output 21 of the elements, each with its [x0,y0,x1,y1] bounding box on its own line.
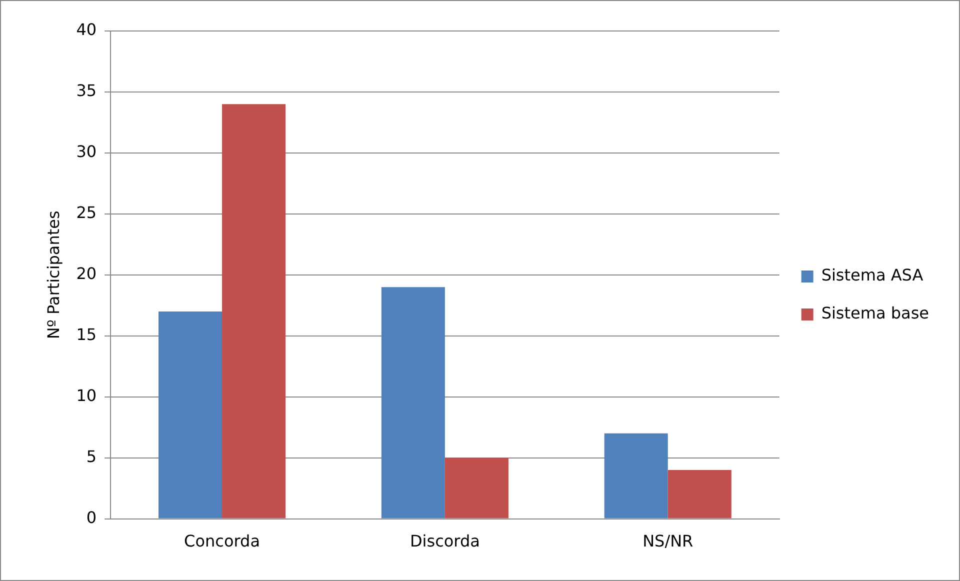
legend-label: Sistema ASA [821,266,924,285]
y-tick-label: 5 [86,446,97,466]
y-tick-label: 35 [76,81,97,100]
y-tick-label: 15 [76,325,97,344]
bar [444,458,508,518]
legend-label: Sistema base [821,304,929,323]
y-tick-label: 10 [76,386,97,406]
x-tick-label: Concorda [184,532,260,551]
bar [222,104,286,518]
y-tick-label: 30 [76,142,97,162]
bar [604,433,668,518]
x-tick-label: NS/NR [642,532,694,551]
y-axis-title: Nº Participantes [44,210,63,340]
bar [668,470,732,518]
bar [381,287,445,518]
y-tick-label: 25 [76,203,97,222]
x-tick-label: Discorda [410,532,480,551]
bar [158,311,222,518]
y-tick-label: 0 [86,508,97,527]
y-tick-label: 40 [76,20,97,40]
y-tick-label: 20 [76,264,97,284]
